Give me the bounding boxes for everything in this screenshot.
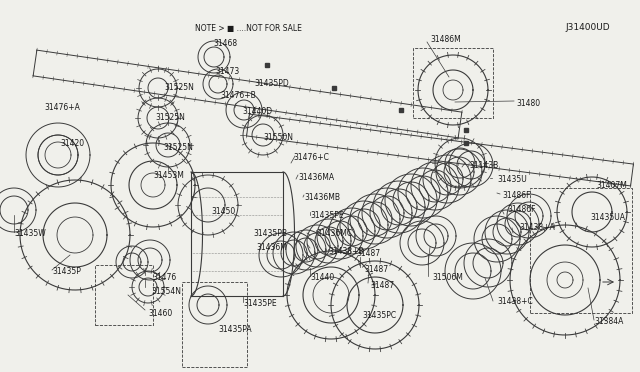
Text: 31438+C: 31438+C — [497, 298, 532, 307]
Text: 31487: 31487 — [364, 264, 388, 273]
Text: J31400UD: J31400UD — [565, 23, 610, 32]
Text: 31450: 31450 — [211, 206, 236, 215]
Bar — [182, 282, 247, 367]
Text: 31384A: 31384A — [594, 317, 623, 327]
Text: 31480: 31480 — [516, 99, 540, 108]
Text: 31506M: 31506M — [432, 273, 463, 282]
Text: 31436M: 31436M — [256, 244, 287, 253]
Text: 31460: 31460 — [148, 308, 172, 317]
Bar — [530, 188, 632, 313]
Text: 31435PB: 31435PB — [253, 230, 287, 238]
Text: NOTE > ■ ....NOT FOR SALE: NOTE > ■ ....NOT FOR SALE — [195, 23, 302, 32]
Text: 31486M: 31486M — [430, 35, 461, 45]
Text: 31435PA: 31435PA — [218, 326, 252, 334]
Text: 31554N: 31554N — [151, 286, 181, 295]
Text: 31476: 31476 — [152, 273, 176, 282]
Text: 31468: 31468 — [213, 38, 237, 48]
Text: 31436MB: 31436MB — [304, 192, 340, 202]
Text: 31435PE: 31435PE — [243, 298, 276, 308]
Text: 31487: 31487 — [356, 250, 380, 259]
Text: 31436MA: 31436MA — [298, 173, 334, 182]
Text: 31435PD: 31435PD — [254, 78, 289, 87]
Text: 31435U: 31435U — [497, 176, 527, 185]
Text: 31435PE: 31435PE — [310, 211, 344, 219]
Text: 31550N: 31550N — [263, 134, 293, 142]
Text: 31438+A: 31438+A — [519, 224, 555, 232]
Text: 31476+A: 31476+A — [44, 103, 80, 112]
Text: 31435PC: 31435PC — [362, 311, 396, 320]
Text: 31407M: 31407M — [596, 182, 627, 190]
Text: 31453M: 31453M — [153, 171, 184, 180]
Bar — [95, 265, 153, 325]
Text: 31525N: 31525N — [155, 112, 185, 122]
Text: 31525N: 31525N — [163, 142, 193, 151]
Text: 31486F: 31486F — [502, 190, 531, 199]
Text: 31487: 31487 — [370, 280, 394, 289]
Text: 31473: 31473 — [215, 67, 239, 77]
Text: 31420: 31420 — [60, 140, 84, 148]
Text: 31440: 31440 — [310, 273, 334, 282]
Bar — [413, 48, 493, 118]
Text: 31435W: 31435W — [14, 230, 45, 238]
Text: 31476+C: 31476+C — [293, 154, 329, 163]
Text: 31436MC: 31436MC — [316, 228, 352, 237]
Text: 31435UA: 31435UA — [590, 214, 625, 222]
Text: 31525N: 31525N — [164, 83, 194, 93]
Text: 31476+B: 31476+B — [220, 90, 256, 99]
Text: 31435P: 31435P — [52, 267, 81, 276]
Text: 31486F: 31486F — [507, 205, 536, 215]
Text: 31438+B: 31438+B — [328, 247, 364, 256]
Text: 31440D: 31440D — [242, 108, 272, 116]
Text: 31143B: 31143B — [469, 160, 499, 170]
